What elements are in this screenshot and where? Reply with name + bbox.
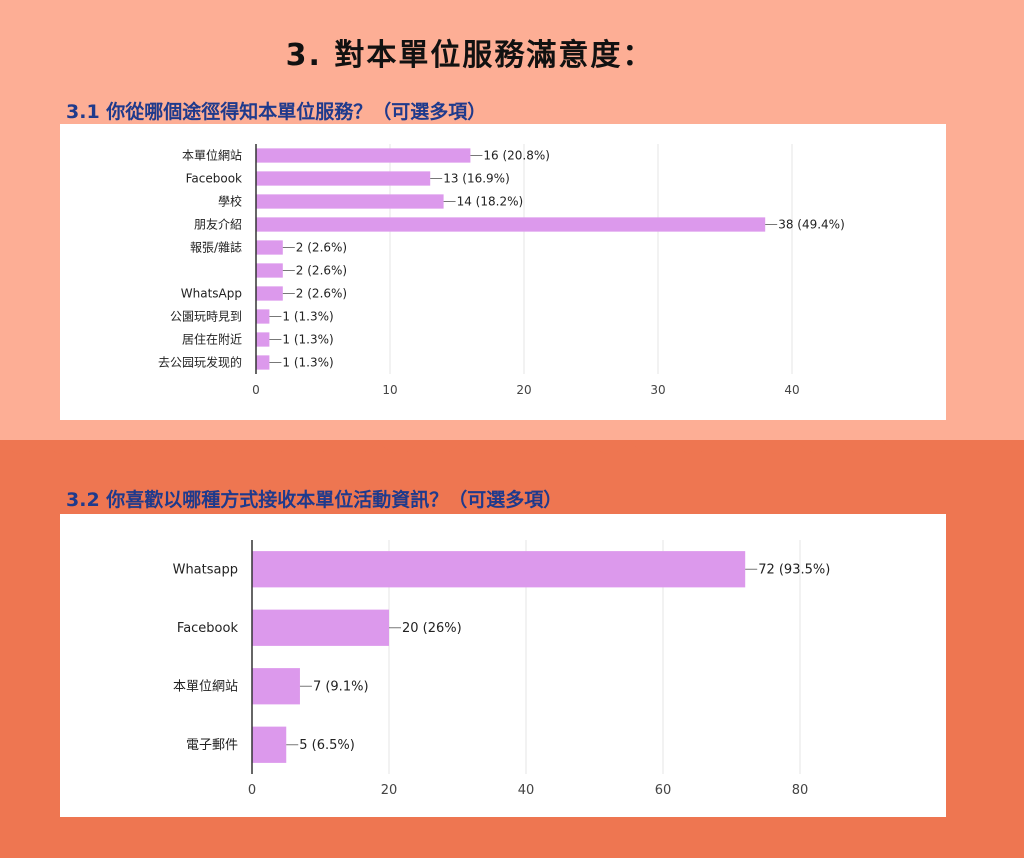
data-label: 7 (9.1%): [313, 679, 369, 694]
data-label: 2 (2.6%): [296, 287, 347, 301]
bar: [256, 263, 283, 278]
data-label: 1 (1.3%): [282, 356, 333, 370]
category-label: WhatsApp: [181, 287, 242, 301]
x-tick-label: 10: [382, 383, 397, 397]
x-tick-label: 80: [792, 783, 809, 798]
bar: [256, 217, 766, 232]
bar: [256, 240, 283, 255]
bar: [256, 286, 283, 301]
bar: [256, 148, 471, 163]
category-label: 居住在附近: [182, 333, 242, 347]
category-label: 本單位網站: [182, 148, 242, 163]
data-label: 2 (2.6%): [296, 264, 347, 278]
data-label: 38 (49.4%): [778, 218, 845, 232]
chart2-heading: 3.2 你喜歡以哪種方式接收本單位活動資訊？（可選多項）: [66, 489, 563, 511]
bar: [252, 551, 746, 588]
x-tick-label: 40: [518, 783, 535, 798]
data-label: 13 (16.9%): [443, 172, 510, 186]
data-label: 16 (20.8%): [483, 149, 550, 163]
x-tick-label: 20: [381, 783, 398, 798]
bar: [256, 332, 270, 347]
x-tick-label: 60: [655, 783, 672, 798]
category-label: 報張/雜誌: [190, 240, 242, 255]
category-label: 公園玩時見到: [170, 310, 242, 324]
chart1-heading: 3.1 你從哪個途徑得知本單位服務？（可選多項）: [66, 101, 487, 123]
chart2-panel: 0 20 40 60 80 Whatsapp 72 (93.5%) Facebook 20 (2…: [60, 514, 946, 817]
bar: [256, 309, 270, 324]
bar: [252, 668, 300, 705]
category-label: 朋友介紹: [194, 218, 242, 232]
x-tick-label: 30: [650, 383, 665, 397]
x-tick-label: 0: [248, 783, 256, 798]
data-label: 14 (18.2%): [457, 195, 524, 209]
chart1-svg: 0 10 20 30 40 本單位網站 16 (20.8%) Facebook 13 (16.9…: [158, 144, 845, 397]
data-label: 2 (2.6%): [296, 241, 347, 255]
data-label: 20 (26%): [402, 621, 462, 636]
bar: [252, 726, 287, 763]
x-tick-label: 40: [784, 383, 799, 397]
category-label: 學校: [218, 194, 242, 209]
data-label: 1 (1.3%): [282, 333, 333, 347]
chart2-svg: 0 20 40 60 80 Whatsapp 72 (93.5%) Facebook 20 (2…: [173, 540, 830, 798]
bar: [256, 194, 444, 209]
category-label: Facebook: [177, 621, 239, 636]
bar: [256, 355, 270, 370]
data-label: 1 (1.3%): [282, 310, 333, 324]
x-tick-label: 20: [516, 383, 531, 397]
x-tick-label: 0: [252, 383, 260, 397]
category-label: Whatsapp: [173, 562, 238, 577]
page-title: 3. 對本單位服務滿意度：: [285, 38, 655, 73]
data-label: 5 (6.5%): [299, 738, 355, 753]
category-label: Facebook: [186, 172, 242, 186]
bar: [256, 171, 431, 186]
category-label: 電子郵件: [186, 738, 238, 753]
chart1-panel: 0 10 20 30 40 本單位網站 16 (20.8%) Facebook 13 (16.9…: [60, 124, 946, 420]
category-label: 去公园玩发现的: [158, 355, 242, 370]
wave-divider: [0, 440, 1024, 470]
data-label: 72 (93.5%): [758, 562, 830, 577]
bar: [252, 609, 389, 646]
category-label: 本單位網站: [173, 679, 238, 694]
